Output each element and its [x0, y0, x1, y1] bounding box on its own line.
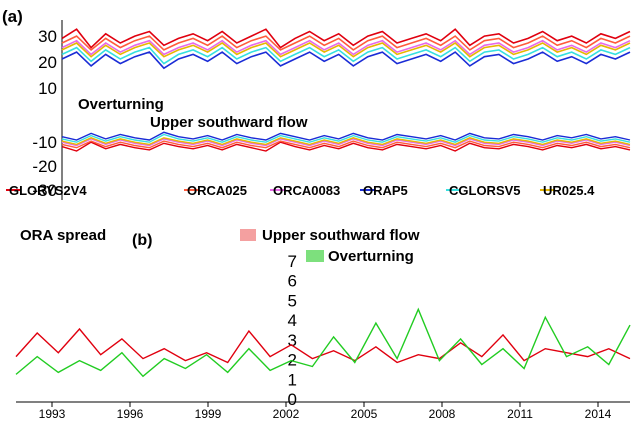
panel-a-y-tick: -20 — [32, 157, 57, 176]
legend-label: ORCA025 — [187, 183, 247, 198]
panel-a-series-line-lower — [61, 140, 631, 149]
panel-b-label: (b) — [132, 232, 152, 249]
panel-b-y-tick: 6 — [288, 272, 297, 291]
panel-a-series-line — [61, 41, 631, 58]
panel-a-series-line — [61, 51, 631, 70]
panel-a-y-tick: -30 — [32, 181, 57, 200]
panel-a-series-line — [61, 35, 631, 51]
panel-a-y-tick: 20 — [38, 53, 57, 72]
panel-a-series-line-lower — [61, 141, 631, 152]
panel-a-series-line-lower — [61, 138, 631, 147]
legend-label: ORAP5 — [363, 183, 408, 198]
panel-b-legend-swatch-upper — [240, 229, 256, 241]
panel-b-y-tick: 3 — [288, 331, 297, 350]
panel-b-y-tick: 2 — [288, 351, 297, 370]
panel-a-series-line-lower — [61, 137, 631, 146]
panel-b-y-tick: 7 — [288, 252, 297, 271]
panel-b-x-tick: 2008 — [429, 407, 456, 421]
panel-b-y-tick: 5 — [288, 291, 297, 310]
panel-a-y-tick: 30 — [38, 27, 57, 46]
panel-b-x-ticks: 1993 1996 1999 2002 2005 2008 2011 2014 — [16, 401, 630, 421]
panel-b-annotation-ora-spread: ORA spread — [20, 227, 106, 244]
panel-b-x-tick: 2005 — [351, 407, 378, 421]
panel-a-series-line — [61, 39, 631, 56]
legend-label: GLORYS2V4 — [9, 183, 87, 198]
panel-a: (a) 30 20 10 -10 -20 -30 Overturning Upper so… — [2, 7, 631, 200]
panel-a-label: (a) — [2, 7, 23, 26]
panel-a-series-line — [61, 28, 631, 49]
panel-b-y-tick: 0 — [288, 390, 297, 409]
panel-a-series-line — [61, 46, 631, 65]
panel-b-x-tick: 1999 — [195, 407, 222, 421]
panel-a-annotation-upper-southward-flow: Upper southward flow — [150, 114, 308, 131]
legend-label: CGLORSV5 — [449, 183, 521, 198]
panel-b-annotation-overturning: Overturning — [328, 248, 414, 265]
panel-b-annotation-upper-southward-flow: Upper southward flow — [262, 227, 420, 244]
panel-a-series-line-lower — [61, 131, 631, 141]
panel-b-x-tick: 1993 — [39, 407, 66, 421]
panel-a-series-line-lower — [61, 133, 631, 143]
panel-a-y-ticks: 30 20 10 -10 -20 -30 — [32, 20, 63, 200]
panel-b-x-tick: 2011 — [507, 407, 533, 421]
panel-a-y-tick: -10 — [32, 133, 57, 152]
panel-a-legend: GLORYS2V4 ORCA025 ORCA0083 ORAP5 CGLORSV5 UR0… — [6, 183, 595, 198]
panel-b: (b) ORA spread Upper southward flow Over… — [15, 227, 631, 421]
panel-b-legend-swatches — [240, 229, 324, 262]
legend-label: ORCA0083 — [273, 183, 340, 198]
panel-a-annotation-overturning: Overturning — [78, 96, 164, 113]
panel-a-lines — [61, 28, 631, 152]
panel-b-y-tick: 1 — [288, 370, 297, 389]
panel-b-x-tick: 2014 — [585, 407, 612, 421]
panel-b-lines — [15, 307, 631, 378]
panel-b-x-tick: 1996 — [117, 407, 144, 421]
panel-b-y-tick: 4 — [288, 311, 297, 330]
panel-a-y-tick: 10 — [38, 79, 57, 98]
panel-b-series-line — [15, 307, 631, 378]
legend-label: UR025.4 — [543, 183, 595, 198]
panel-b-x-tick: 2002 — [273, 407, 300, 421]
panel-b-legend-swatch-overturning — [306, 250, 324, 262]
